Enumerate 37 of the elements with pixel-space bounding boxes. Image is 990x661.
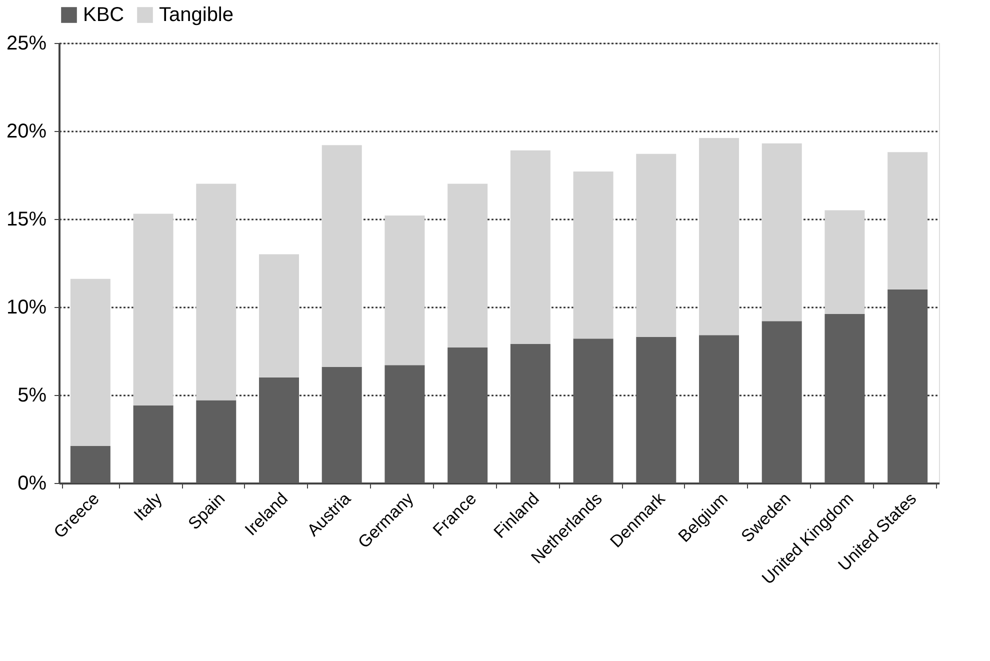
bar bbox=[259, 377, 299, 483]
y-tick-label: 5% bbox=[18, 384, 47, 406]
bar bbox=[448, 347, 488, 483]
bar bbox=[888, 289, 928, 483]
bar bbox=[573, 338, 614, 483]
bar bbox=[762, 143, 802, 322]
y-tick-label: 10% bbox=[6, 296, 47, 318]
bar bbox=[133, 214, 174, 406]
bar bbox=[699, 335, 739, 483]
bar bbox=[824, 210, 865, 314]
y-tick-label: 0% bbox=[18, 472, 47, 494]
bar bbox=[762, 321, 802, 483]
bar bbox=[448, 184, 488, 348]
bar bbox=[259, 254, 299, 378]
bar bbox=[636, 336, 676, 483]
bar bbox=[384, 215, 425, 366]
bar bbox=[573, 171, 614, 339]
bar bbox=[824, 314, 865, 483]
bar bbox=[510, 344, 550, 483]
bar bbox=[70, 278, 110, 446]
bar bbox=[699, 138, 739, 336]
legend-label: KBC bbox=[83, 4, 124, 26]
y-tick-label: 20% bbox=[6, 120, 47, 142]
bar bbox=[384, 365, 425, 483]
y-tick-label: 25% bbox=[6, 32, 47, 54]
bar bbox=[510, 150, 550, 344]
bar bbox=[70, 446, 110, 483]
bar bbox=[888, 152, 928, 290]
bar bbox=[133, 406, 174, 483]
legend-label: Tangible bbox=[159, 4, 234, 26]
bar bbox=[322, 145, 362, 367]
x-tick-label: Italy bbox=[130, 488, 166, 525]
bar bbox=[196, 400, 236, 483]
bar bbox=[322, 366, 362, 483]
bar bbox=[636, 154, 676, 337]
y-tick-label: 15% bbox=[6, 208, 47, 230]
bar bbox=[196, 184, 236, 400]
